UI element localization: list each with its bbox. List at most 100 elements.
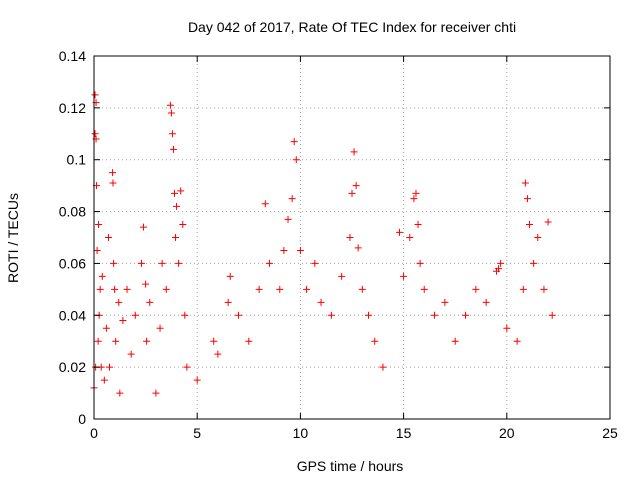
plot-frame <box>93 55 611 420</box>
data-point <box>143 337 151 345</box>
y-axis-label: ROTI / TECUs <box>5 193 21 283</box>
data-point <box>548 311 556 319</box>
data-point <box>265 259 273 267</box>
data-point <box>177 187 185 195</box>
data-point <box>156 324 164 332</box>
data-point <box>414 221 422 229</box>
data-point <box>346 234 354 241</box>
data-point <box>95 221 103 229</box>
data-point <box>530 259 538 267</box>
data-point <box>167 109 175 117</box>
data-point <box>379 363 387 371</box>
data-point <box>513 337 521 345</box>
data-point <box>395 228 403 236</box>
data-point <box>96 285 104 293</box>
data-point <box>140 223 148 231</box>
data-point <box>519 285 527 293</box>
data-point <box>327 311 335 319</box>
data-point <box>123 285 131 293</box>
data-point <box>169 145 177 153</box>
data-point <box>109 169 117 177</box>
data-point <box>338 272 346 280</box>
data-point <box>526 221 534 229</box>
data-point <box>181 311 189 319</box>
data-point <box>303 285 311 293</box>
data-point <box>112 337 120 345</box>
data-point <box>98 272 106 280</box>
data-point <box>146 298 154 306</box>
data-point <box>406 234 414 241</box>
data-point <box>162 285 170 293</box>
data-point <box>91 91 99 99</box>
data-point <box>158 259 166 267</box>
data-point <box>482 298 490 306</box>
data-point <box>175 259 183 267</box>
data-point <box>245 337 253 345</box>
data-point <box>503 324 511 332</box>
data-point <box>544 218 552 226</box>
y-tick-label: 0.06 <box>59 255 86 271</box>
data-point <box>115 298 123 306</box>
y-tick-label: 0 <box>78 411 86 427</box>
data-point <box>412 189 420 197</box>
x-tick-label: 25 <box>602 425 618 441</box>
data-point <box>290 138 298 146</box>
x-tick-label: 5 <box>193 425 201 441</box>
data-point <box>111 285 119 293</box>
data-points <box>90 91 556 397</box>
data-point <box>137 259 145 267</box>
data-point <box>110 259 118 267</box>
data-point <box>100 376 108 384</box>
data-point <box>292 156 300 164</box>
data-point <box>350 148 358 156</box>
data-point <box>109 179 117 187</box>
data-point <box>420 285 428 293</box>
y-tick-label: 0.12 <box>59 100 86 116</box>
x-axis-label: GPS time / hours <box>297 458 404 474</box>
data-point <box>358 285 366 293</box>
data-point <box>93 246 101 254</box>
grid-lines <box>94 56 610 419</box>
data-point <box>365 311 373 319</box>
data-point <box>352 182 360 190</box>
data-point <box>472 285 480 293</box>
data-point <box>210 337 218 345</box>
data-point <box>317 298 325 306</box>
data-point <box>280 246 288 254</box>
data-point <box>168 130 176 138</box>
data-point <box>540 285 548 293</box>
data-point <box>224 298 232 306</box>
data-point <box>284 215 292 223</box>
data-point <box>94 337 102 345</box>
data-point <box>296 246 304 254</box>
data-point <box>214 350 222 358</box>
y-tick-label: 0.02 <box>59 359 86 375</box>
x-tick-label: 0 <box>90 425 98 441</box>
data-point <box>127 350 135 358</box>
data-point <box>179 221 187 229</box>
y-tick-label: 0.04 <box>59 307 86 323</box>
x-tick-label: 10 <box>293 425 309 441</box>
data-point <box>105 363 113 371</box>
data-point <box>288 195 296 203</box>
data-point <box>116 389 124 397</box>
data-point <box>102 324 110 332</box>
data-point <box>183 363 191 371</box>
data-point <box>523 195 531 203</box>
axis-ticks: 0 5 10 15 20 25 0 0.02 0.04 0.06 0.08 0.1 0.12 0.14 <box>59 48 618 441</box>
y-tick-label: 0.14 <box>59 48 86 64</box>
data-point <box>170 189 178 197</box>
data-point <box>416 259 424 267</box>
data-point <box>131 311 139 319</box>
data-point <box>255 285 263 293</box>
data-point <box>173 202 181 210</box>
data-point <box>441 298 449 306</box>
data-point <box>311 259 319 267</box>
data-point <box>521 179 529 187</box>
data-point <box>400 272 408 280</box>
y-tick-label: 0.08 <box>59 204 86 220</box>
data-point <box>91 130 99 138</box>
data-point <box>142 280 150 288</box>
data-point <box>276 285 284 293</box>
